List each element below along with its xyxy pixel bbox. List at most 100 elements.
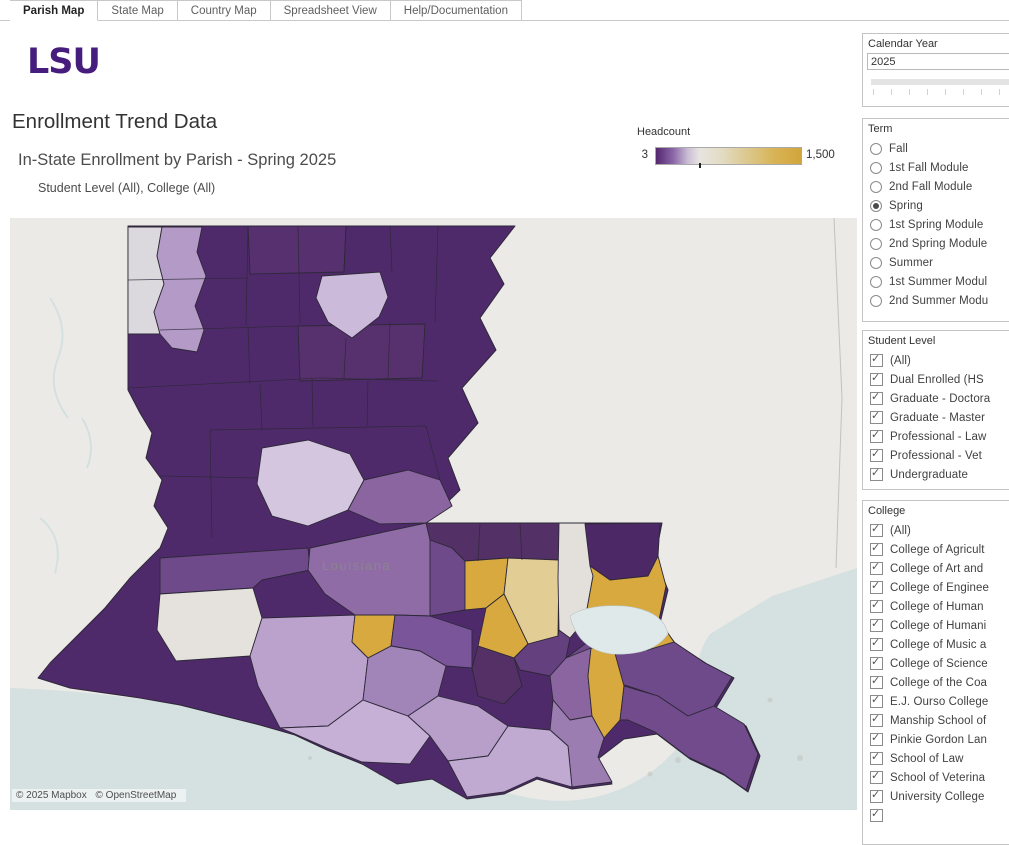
student-level-options: (All) Dual Enrolled (HS Graduate - Docto…	[863, 351, 1009, 484]
term-title: Term	[868, 123, 893, 135]
checkbox-icon	[870, 541, 883, 556]
college-option[interactable]: (All)	[863, 521, 1009, 540]
checkbox-icon	[870, 788, 883, 803]
checkbox-icon	[870, 731, 883, 746]
calendar-year-slider[interactable]	[871, 79, 1009, 95]
student-level-option[interactable]: Dual Enrolled (HS	[863, 370, 1009, 389]
term-filter-card: Term Fall 1st Fall Module 2nd Fall Modul…	[862, 118, 1009, 322]
college-option[interactable]: College of Science	[863, 654, 1009, 673]
parish-regions	[127, 225, 759, 798]
tab[interactable]: Country Map	[177, 0, 271, 21]
term-option-label: 1st Spring Module	[889, 218, 984, 231]
checkbox-icon	[870, 750, 883, 765]
college-option-label: School of Veterina	[890, 771, 986, 784]
choropleth-svg[interactable]: Louisiana	[10, 218, 857, 810]
radio-icon	[870, 218, 882, 231]
radio-icon	[870, 275, 882, 288]
checkbox-icon	[870, 560, 883, 575]
checkbox-icon	[870, 409, 883, 424]
checkbox-icon	[870, 371, 883, 386]
checkbox-icon	[870, 712, 883, 727]
term-option-label: Summer	[889, 256, 934, 269]
term-option[interactable]: 2nd Fall Module	[863, 177, 1009, 196]
college-option[interactable]: College of Agricult	[863, 540, 1009, 559]
legend-tick	[699, 163, 701, 168]
college-option[interactable]: College of Music a	[863, 635, 1009, 654]
term-option[interactable]: 2nd Summer Modu	[863, 291, 1009, 310]
checkbox-icon	[870, 807, 883, 822]
calendar-year-input[interactable]	[867, 53, 1009, 70]
term-option[interactable]: 1st Spring Module	[863, 215, 1009, 234]
term-option[interactable]: 1st Fall Module	[863, 158, 1009, 177]
lsu-logo: LSU	[27, 42, 101, 82]
college-option[interactable]: College of Humani	[863, 616, 1009, 635]
legend-gradient-bar[interactable]	[655, 147, 802, 165]
student-level-option[interactable]: Undergraduate	[863, 465, 1009, 484]
legend-min-value: 3	[641, 149, 648, 161]
term-options: Fall 1st Fall Module 2nd Fall Module Spr…	[863, 139, 1009, 310]
college-option[interactable]: College of Art and	[863, 559, 1009, 578]
college-option-label: College of Humani	[890, 619, 987, 632]
college-filter-card: College (All) College of Agricult Colleg…	[862, 500, 1009, 845]
parish-map[interactable]: Louisiana © 2025 Mapbox © OpenStreetMap	[10, 218, 857, 810]
slider-ticks	[873, 89, 1000, 95]
tab[interactable]: Spreadsheet View	[270, 0, 391, 21]
tab-label: Parish Map	[23, 5, 85, 17]
tab-bar: Parish Map State Map Country Map Spreads…	[0, 0, 1009, 21]
college-option[interactable]: School of Veterina	[863, 768, 1009, 787]
student-level-option[interactable]: Professional - Law	[863, 427, 1009, 446]
college-option[interactable]: Manship School of	[863, 711, 1009, 730]
legend-title: Headcount	[637, 126, 691, 138]
college-option-label: College of the Coa	[890, 676, 988, 689]
osm-attribution-link[interactable]: © OpenStreetMap	[95, 790, 177, 801]
student-level-option[interactable]: Professional - Vet	[863, 446, 1009, 465]
student-level-option-label: Graduate - Doctora	[890, 392, 991, 405]
checkbox-icon	[870, 428, 883, 443]
radio-icon	[870, 142, 882, 155]
college-option[interactable]	[863, 806, 1009, 825]
radio-icon	[870, 294, 882, 307]
tab[interactable]: Parish Map	[10, 0, 99, 21]
college-option[interactable]: College of Enginee	[863, 578, 1009, 597]
term-option-label: 2nd Fall Module	[889, 180, 973, 193]
college-option[interactable]: College of Human	[863, 597, 1009, 616]
college-option[interactable]: E.J. Ourso College	[863, 692, 1009, 711]
state-label: Louisiana	[322, 558, 391, 573]
college-option[interactable]: School of Law	[863, 749, 1009, 768]
checkbox-icon	[870, 598, 883, 613]
college-option-label: (All)	[890, 524, 911, 537]
mapbox-attribution-link[interactable]: © 2025 Mapbox	[16, 790, 87, 801]
college-option-label: College of Science	[890, 657, 988, 670]
term-option[interactable]: 2nd Spring Module	[863, 234, 1009, 253]
student-level-option[interactable]: Graduate - Master	[863, 408, 1009, 427]
checkbox-icon	[870, 655, 883, 670]
college-option[interactable]: College of the Coa	[863, 673, 1009, 692]
tab-bar-stub	[0, 0, 10, 21]
college-option[interactable]: Pinkie Gordon Lan	[863, 730, 1009, 749]
tab[interactable]: State Map	[98, 0, 178, 21]
tab-label: State Map	[111, 5, 164, 17]
slider-track[interactable]	[871, 79, 1009, 85]
college-option[interactable]: University College	[863, 787, 1009, 806]
filter-caption: Student Level (All), College (All)	[38, 181, 216, 195]
student-level-option-label: Professional - Law	[890, 430, 987, 443]
college-option-label: School of Law	[890, 752, 964, 765]
term-option[interactable]: Fall	[863, 139, 1009, 158]
term-option[interactable]: Spring	[863, 196, 1009, 215]
term-option-label: 1st Fall Module	[889, 161, 969, 174]
term-option[interactable]: 1st Summer Modul	[863, 272, 1009, 291]
term-option-label: 1st Summer Modul	[889, 275, 988, 288]
term-option[interactable]: Summer	[863, 253, 1009, 272]
radio-icon	[870, 256, 882, 269]
student-level-option-label: Graduate - Master	[890, 411, 986, 424]
college-option-label: College of Music a	[890, 638, 987, 651]
student-level-option-label: Professional - Vet	[890, 449, 982, 462]
radio-icon	[870, 180, 882, 193]
tab-label: Spreadsheet View	[283, 5, 377, 17]
student-level-option[interactable]: Graduate - Doctora	[863, 389, 1009, 408]
college-option-label: College of Human	[890, 600, 984, 613]
college-option-label: University College	[890, 790, 985, 803]
student-level-option[interactable]: (All)	[863, 351, 1009, 370]
map-attribution: © 2025 Mapbox © OpenStreetMap	[12, 789, 187, 802]
tab[interactable]: Help/Documentation	[390, 0, 522, 21]
